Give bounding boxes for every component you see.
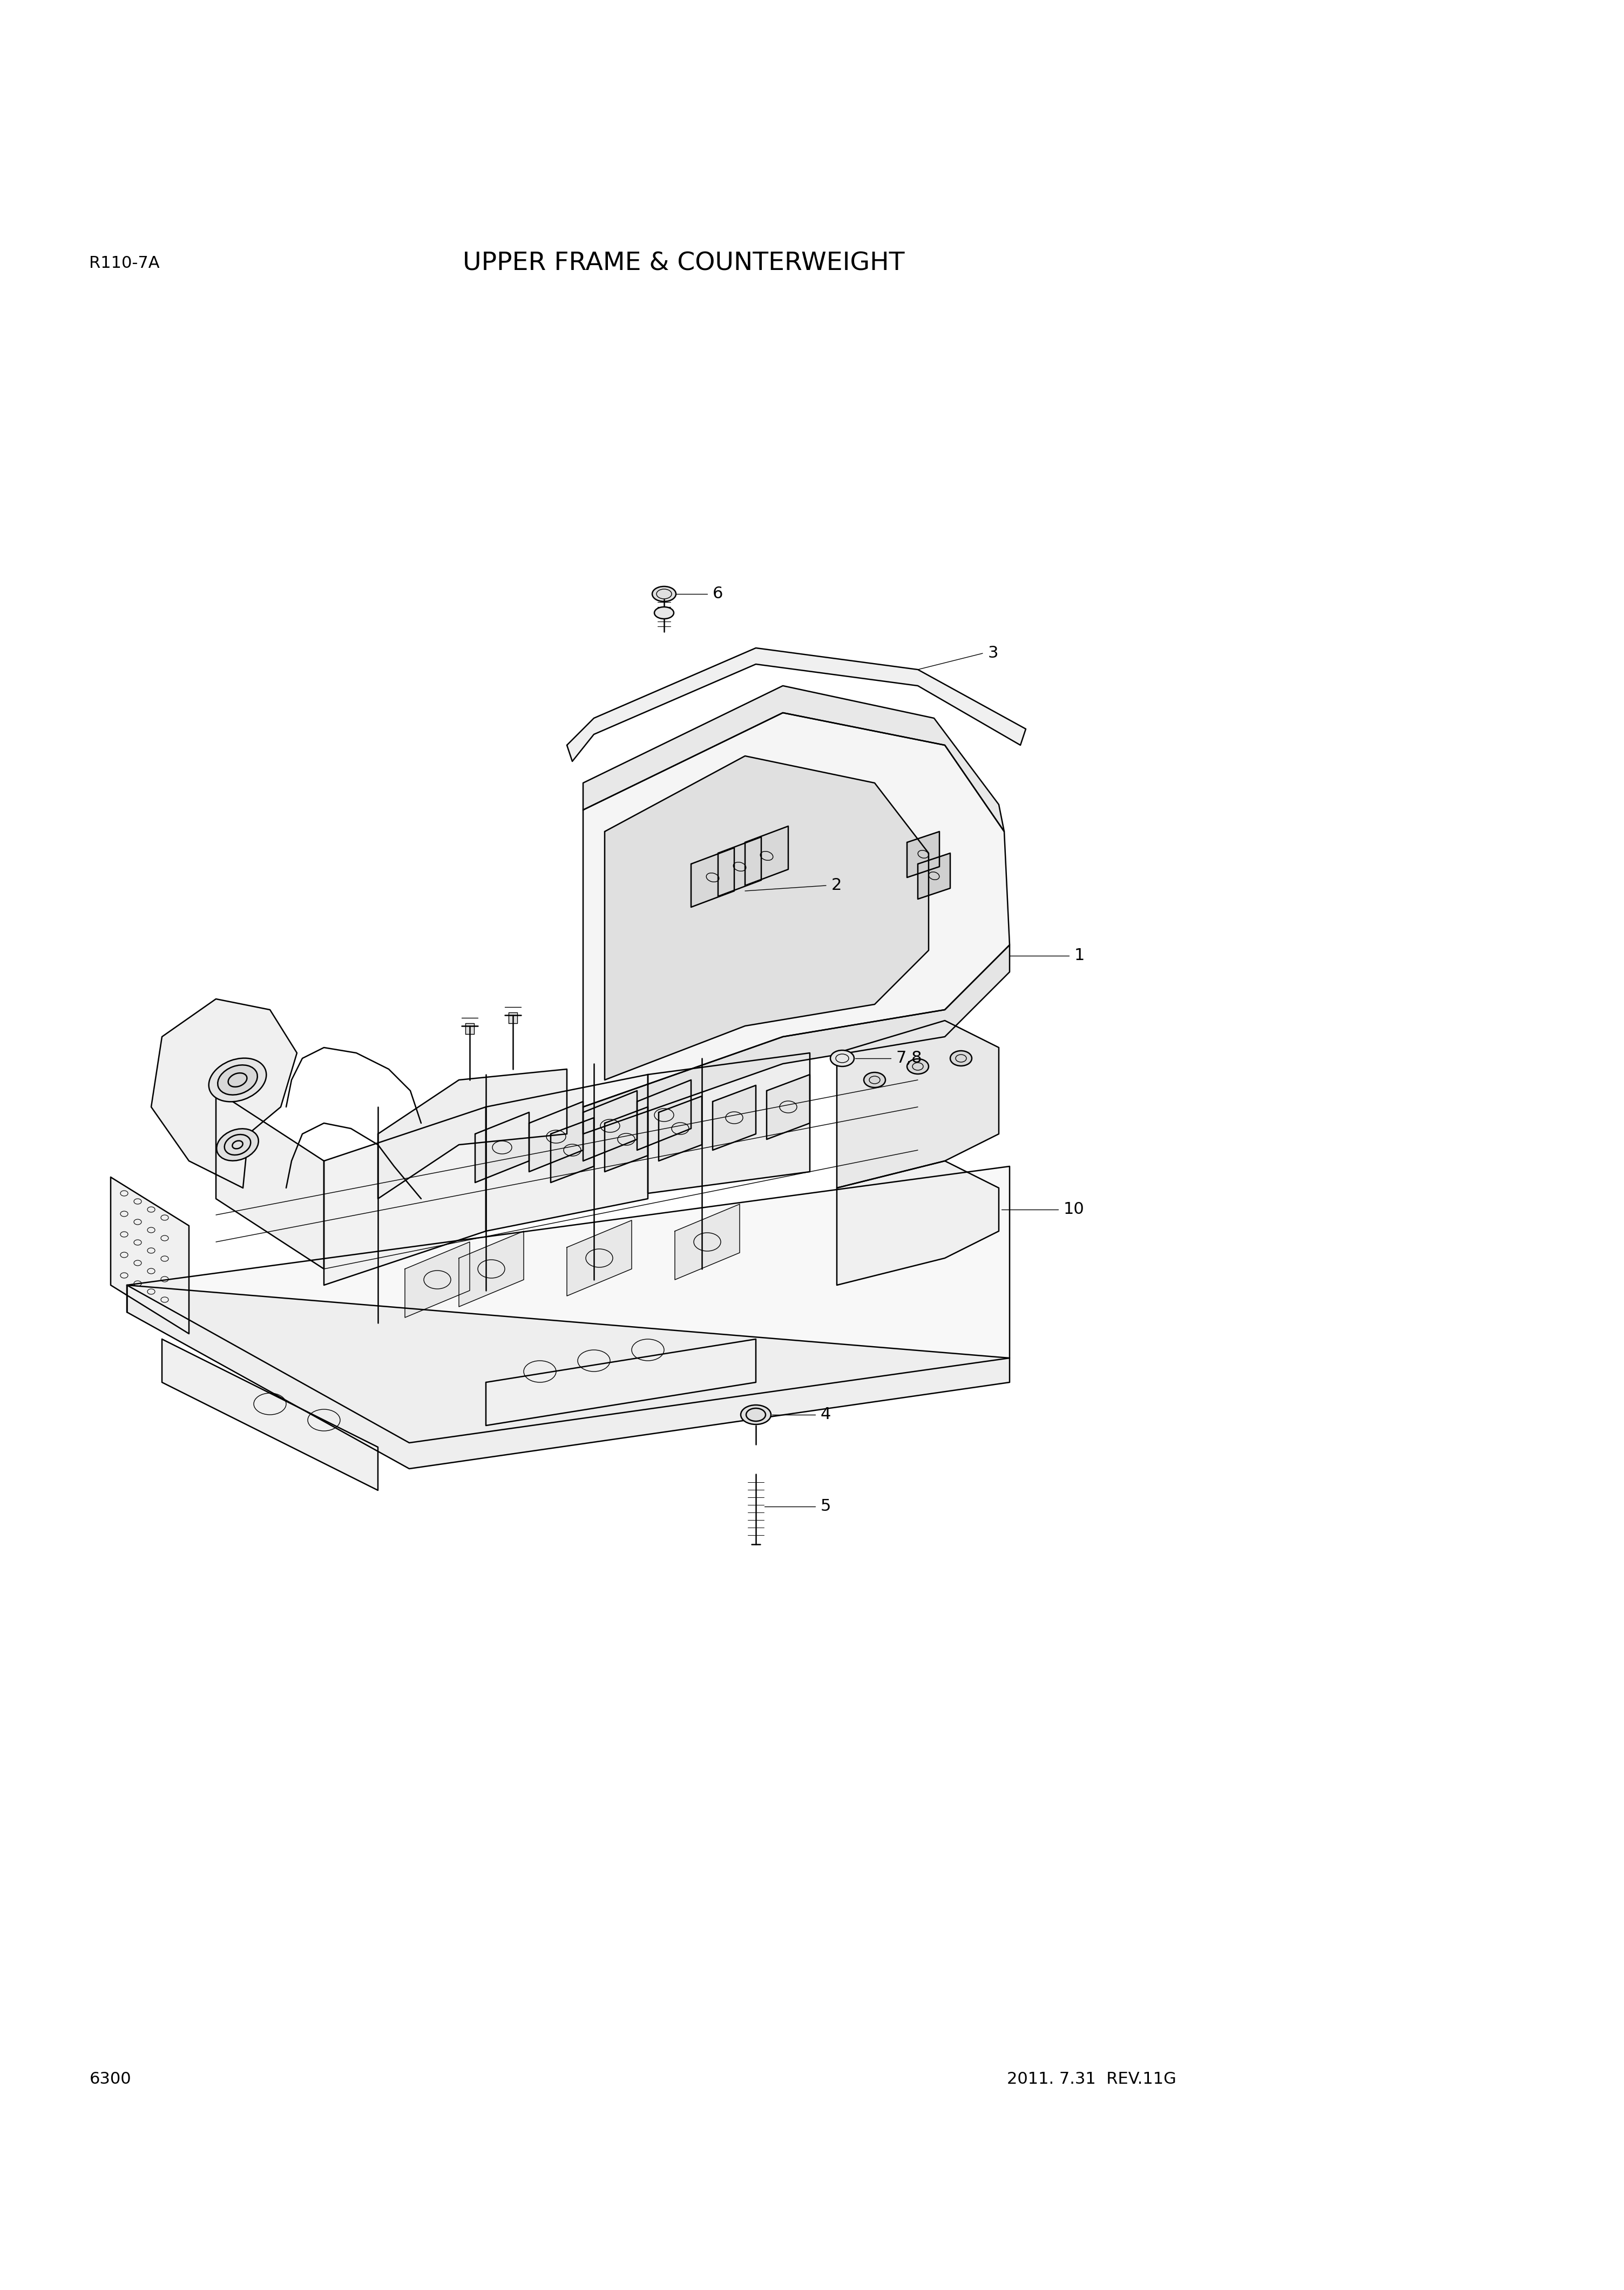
Polygon shape	[216, 1090, 323, 1269]
Polygon shape	[836, 1021, 999, 1189]
Ellipse shape	[216, 1129, 258, 1161]
Text: 3: 3	[987, 646, 999, 662]
Polygon shape	[583, 1090, 637, 1161]
Text: 4: 4	[820, 1406, 831, 1422]
Polygon shape	[323, 1106, 486, 1285]
Polygon shape	[551, 1118, 594, 1182]
Polygon shape	[529, 1101, 583, 1172]
Polygon shape	[476, 1113, 529, 1182]
Polygon shape	[567, 1221, 632, 1296]
Polygon shape	[767, 1074, 810, 1140]
Polygon shape	[604, 756, 929, 1081]
Ellipse shape	[218, 1065, 258, 1095]
Polygon shape	[718, 836, 762, 895]
Text: 10: 10	[1064, 1202, 1085, 1218]
Polygon shape	[466, 1024, 474, 1035]
Ellipse shape	[653, 586, 676, 602]
Ellipse shape	[864, 1072, 885, 1088]
Polygon shape	[637, 1081, 692, 1150]
Polygon shape	[648, 1053, 810, 1193]
Polygon shape	[836, 1161, 999, 1285]
Polygon shape	[404, 1241, 469, 1317]
Ellipse shape	[209, 1058, 266, 1101]
Ellipse shape	[741, 1406, 771, 1424]
Polygon shape	[486, 1340, 755, 1424]
Polygon shape	[745, 827, 788, 886]
Text: UPPER FRAME & COUNTERWEIGHT: UPPER FRAME & COUNTERWEIGHT	[463, 252, 905, 275]
Text: 5: 5	[820, 1498, 831, 1514]
Polygon shape	[692, 847, 734, 907]
Polygon shape	[378, 1069, 567, 1198]
Polygon shape	[908, 831, 939, 877]
Polygon shape	[918, 854, 950, 900]
Polygon shape	[508, 1012, 516, 1024]
Polygon shape	[151, 998, 297, 1189]
Polygon shape	[127, 1285, 1010, 1468]
Ellipse shape	[654, 607, 674, 618]
Text: 2: 2	[831, 877, 841, 893]
Text: 6300: 6300	[89, 2072, 132, 2086]
Polygon shape	[676, 1205, 739, 1280]
Polygon shape	[604, 1106, 648, 1172]
Text: 7,8: 7,8	[896, 1051, 922, 1067]
Polygon shape	[567, 648, 1026, 760]
Polygon shape	[583, 712, 1010, 1106]
Polygon shape	[583, 946, 1010, 1134]
Polygon shape	[659, 1097, 702, 1161]
Polygon shape	[127, 1166, 1010, 1443]
Polygon shape	[162, 1340, 378, 1491]
Text: 2011. 7.31  REV.11G: 2011. 7.31 REV.11G	[1007, 2072, 1176, 2086]
Ellipse shape	[908, 1058, 929, 1074]
Text: 6: 6	[713, 586, 723, 602]
Polygon shape	[110, 1177, 188, 1333]
Polygon shape	[486, 1074, 648, 1232]
Polygon shape	[460, 1232, 523, 1308]
Text: R110-7A: R110-7A	[89, 256, 159, 270]
Polygon shape	[713, 1085, 755, 1150]
Text: 1: 1	[1075, 948, 1085, 964]
Ellipse shape	[830, 1051, 854, 1067]
Ellipse shape	[950, 1051, 971, 1065]
Polygon shape	[583, 685, 1004, 831]
